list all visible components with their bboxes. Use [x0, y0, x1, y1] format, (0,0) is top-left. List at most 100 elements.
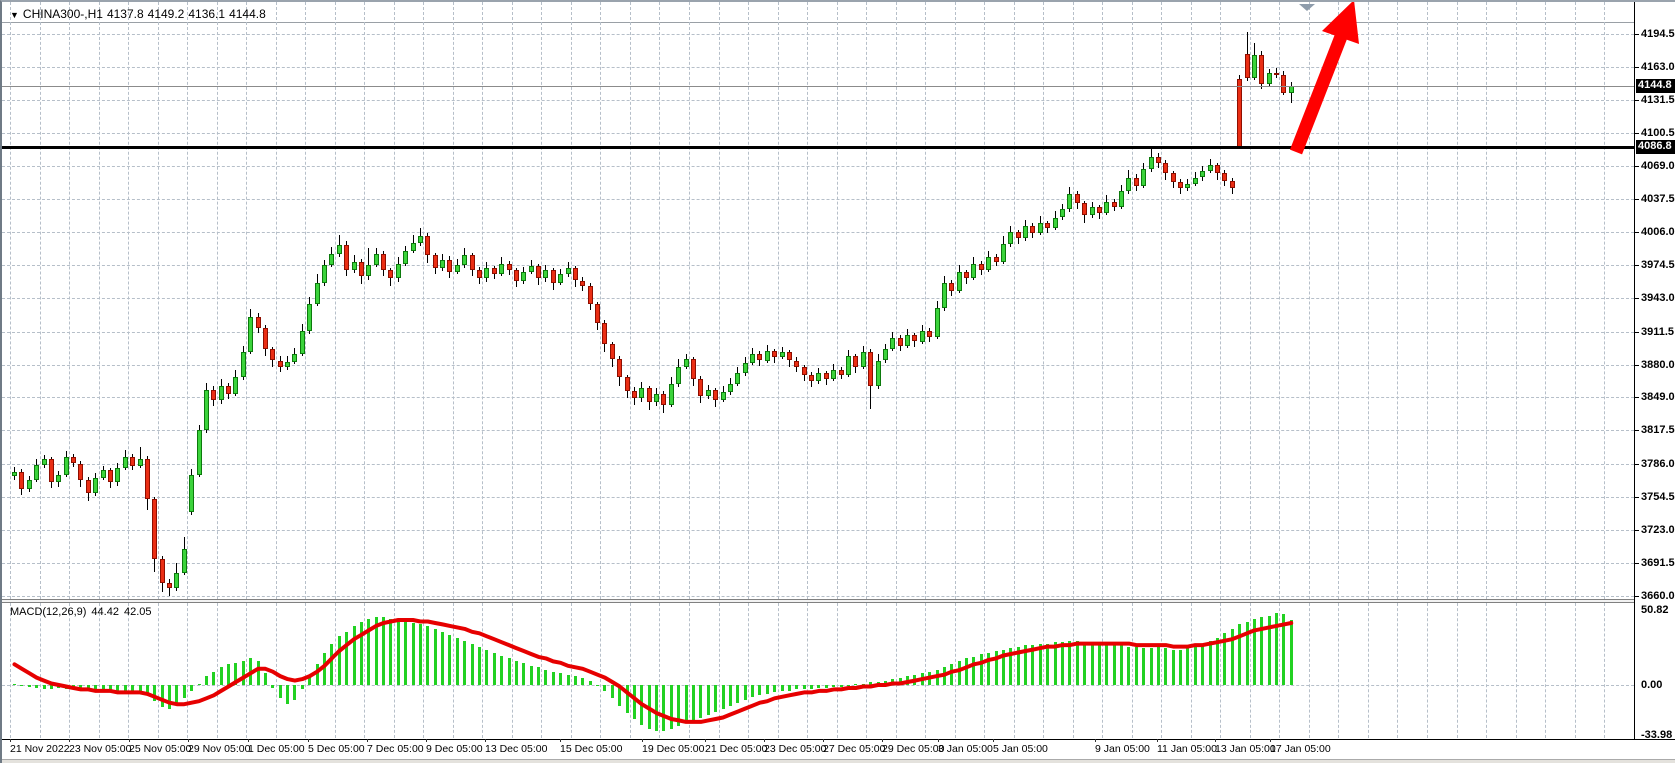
resistance-hline[interactable] [2, 146, 1634, 150]
gridline-vertical [1545, 603, 1546, 738]
gridline-vertical [128, 2, 130, 599]
gridline-vertical [984, 603, 986, 738]
macd-histogram-bar [588, 680, 592, 685]
time-tick [248, 739, 249, 742]
candle-bearish [698, 379, 704, 397]
candle-bearish [617, 359, 623, 378]
macd-histogram-bar [286, 685, 290, 705]
candle-bearish [506, 263, 512, 270]
macd-histogram-bar [596, 685, 599, 686]
gridline-horizontal [2, 132, 1634, 134]
time-axis-label: 7 Dec 05:00 [367, 743, 424, 755]
macd-histogram-bar [1120, 645, 1123, 685]
time-tick [129, 739, 130, 742]
ohlc-open: 4137.8 [106, 7, 144, 21]
macd-histogram-bar [1031, 645, 1035, 685]
resistance-price-tag: 4086.8 [1636, 140, 1675, 155]
candle-bearish [513, 270, 519, 281]
macd-histogram-bar [49, 685, 53, 690]
gridline-vertical [393, 2, 395, 599]
price-tick [1635, 199, 1639, 201]
chevron-down-icon[interactable]: ▼ [10, 10, 19, 20]
candle-bearish [587, 285, 593, 304]
candle-bearish [226, 385, 231, 395]
price-axis-label: 3691.5 [1641, 556, 1675, 569]
panel-separator-2 [2, 602, 1675, 603]
gridline-vertical [246, 2, 248, 599]
scroll-marker-icon[interactable] [2, 2, 1634, 22]
candle-bearish [447, 259, 453, 273]
macd-histogram-bar [514, 661, 518, 685]
price-tick [1635, 496, 1639, 498]
gridline-vertical [925, 603, 927, 738]
gridline-horizontal [2, 34, 1634, 35]
candle-bearish [757, 354, 763, 361]
candle-bearish [167, 583, 172, 588]
panel-separator-groove [2, 600, 1675, 602]
price-tick [1635, 596, 1639, 597]
candle-bearish [85, 480, 91, 493]
time-tick [993, 739, 994, 742]
gridline-vertical [866, 603, 868, 738]
macd-histogram-bar [559, 673, 563, 685]
macd-histogram-bar [1061, 642, 1064, 685]
macd-histogram-bar [278, 685, 282, 699]
price-axis-label: 3911.5 [1641, 325, 1675, 338]
candle-bearish [476, 270, 482, 279]
candle-bullish [1207, 164, 1213, 172]
current-price-line [2, 86, 1634, 88]
candle-bullish [1000, 243, 1006, 262]
trend-arrow-annotation[interactable] [2, 2, 1634, 599]
macd-histogram-bar [1090, 642, 1094, 685]
gridline-vertical [984, 2, 986, 599]
candle-bullish [1185, 183, 1191, 188]
candle-bullish [875, 360, 881, 386]
macd-histogram-bar [308, 676, 312, 685]
macd-histogram-bar [131, 685, 135, 691]
gridline-vertical [689, 603, 690, 738]
panel-separator[interactable] [2, 599, 1675, 600]
candle-bullish [307, 303, 313, 331]
gridline-horizontal [2, 364, 1634, 366]
price-axis[interactable]: 4194.5 4163.0 4131.5 4100.5 4069.0 4037.5 4006… [1634, 2, 1675, 741]
candle-bearish [277, 360, 283, 367]
price-tick [1635, 463, 1639, 465]
time-axis-label: 27 Dec 05:00 [823, 743, 886, 755]
macd-histogram-bar [1068, 640, 1072, 685]
macd-histogram-bar [145, 685, 149, 694]
candle-bullish [543, 270, 549, 279]
candle-bearish [964, 272, 969, 279]
macd-histogram-bar [227, 664, 230, 685]
candle-bearish [152, 499, 158, 560]
candle-bearish [801, 366, 807, 376]
gridline-vertical [423, 2, 425, 599]
macd-histogram-bar [374, 617, 378, 685]
macd-histogram-bar [1083, 642, 1087, 685]
candle-bearish [809, 375, 814, 382]
time-tick [642, 739, 643, 742]
price-axis-label: 3786.0 [1641, 457, 1675, 470]
time-tick [938, 739, 939, 742]
gridline-vertical [1308, 2, 1310, 599]
macd-histogram-bar [455, 637, 459, 685]
candle-bearish [713, 389, 719, 401]
gridline-vertical [1397, 2, 1399, 599]
candle-bearish [993, 257, 999, 262]
macd-indicator-panel[interactable]: MACD(12,26,9) 44.42 42.05 [2, 603, 1634, 738]
candle-bullish [403, 251, 409, 264]
macd-histogram-bar [500, 655, 504, 685]
candle-bearish [838, 369, 844, 376]
gridline-vertical [1367, 603, 1369, 738]
macd-histogram-bar [345, 631, 349, 685]
macd-histogram-bar [581, 677, 585, 685]
macd-histogram-bar [1053, 642, 1057, 685]
time-axis[interactable]: 21 Nov 2022 23 Nov 05:00 25 Nov 05:00 29 No… [2, 739, 1675, 760]
price-tick [1635, 430, 1639, 432]
candle-bearish [897, 338, 903, 346]
price-chart-area[interactable]: ▼ CHINA300-,H1 4137.8 4149.2 4136.1 4144.8 [2, 2, 1634, 599]
macd-histogram-bar [123, 685, 127, 693]
price-axis-label: 4163.0 [1641, 61, 1675, 74]
candle-bullish [329, 254, 335, 265]
candle-bullish [1060, 209, 1065, 218]
time-axis-label: 13 Jan 05:00 [1215, 743, 1276, 755]
